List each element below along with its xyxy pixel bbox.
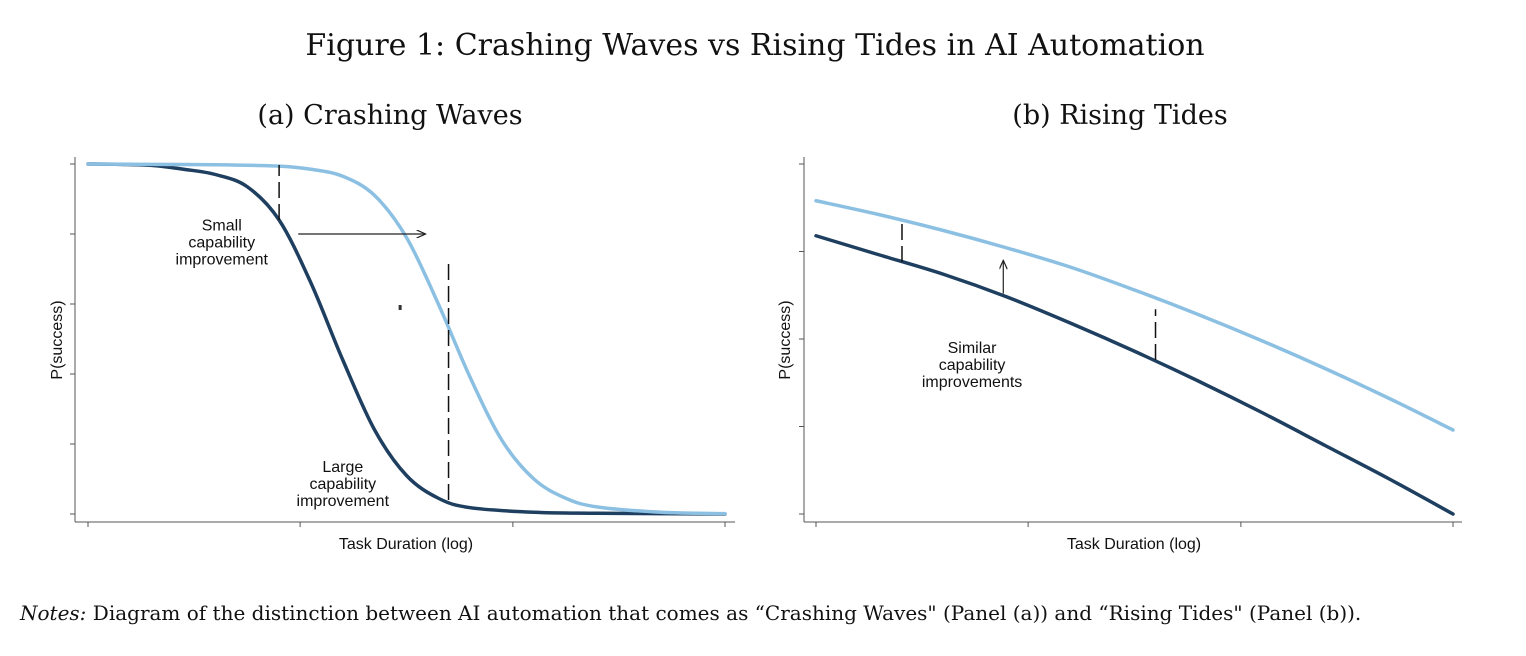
stray-dot [398,305,402,310]
annotation-line: Small [202,218,242,235]
dark-curve [86,162,727,516]
x-axis-label: Task Duration (log) [1067,536,1201,553]
y-axis-label: P(success) [49,300,66,379]
similar-annotation: Similar capability improvements [922,340,1022,391]
figure-title: Figure 1: Crashing Waves vs Rising Tides… [305,28,1205,63]
dark-curve [814,234,1455,516]
light-curve [814,199,1455,432]
y-axis-label: P(success) [777,300,794,379]
large-annotation: Large capability improvement [297,459,390,510]
x-axis-label: Task Duration (log) [339,536,473,553]
annotation-line: capability [188,235,255,252]
annotation-line: improvement [297,493,390,510]
small-annotation: Small capability improvement [176,218,269,269]
rising-tides-chart: Similar capability improvements Task Durati… [777,157,1462,553]
annotation-line: Similar [948,340,998,357]
notes-lead: Notes: [20,601,87,625]
annotation-line: improvement [176,252,269,269]
annotation-line: capability [939,357,1006,374]
annotation-line: Large [322,459,363,476]
light-curve [86,162,727,516]
panel-a-title: (a) Crashing Waves [257,100,523,131]
annotation-line: improvements [922,374,1022,391]
annotation-line: capability [309,476,376,493]
figure-notes: Notes: Diagram of the distinction betwee… [20,601,1510,625]
panel-b-title: (b) Rising Tides [1012,100,1228,131]
notes-text: Diagram of the distinction between AI au… [86,601,1362,625]
